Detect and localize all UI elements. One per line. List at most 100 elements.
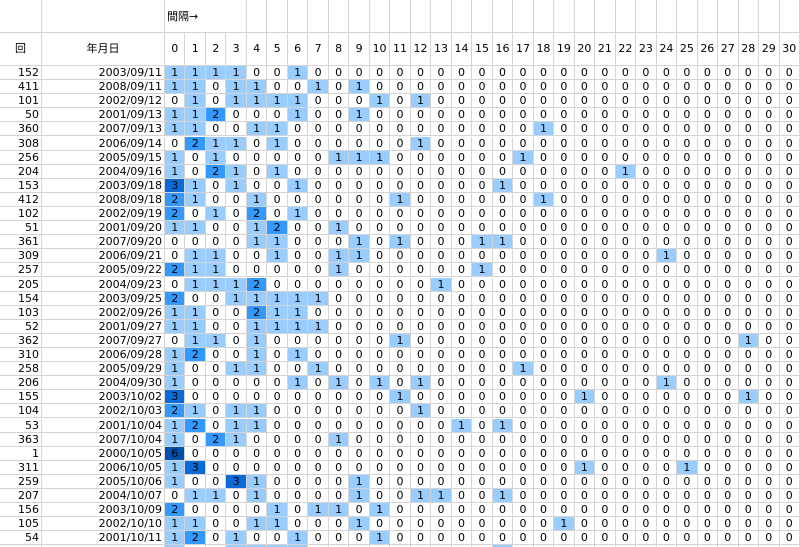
interval-count: 0 <box>492 263 514 278</box>
interval-count: 0 <box>369 207 391 222</box>
interval-count: 0 <box>185 474 206 489</box>
interval-count: 0 <box>636 164 657 179</box>
interval-count: 0 <box>595 446 616 461</box>
interval-count: 0 <box>267 446 288 461</box>
interval-count: 0 <box>513 333 534 348</box>
interval-count: 0 <box>533 404 555 419</box>
interval-count: 0 <box>492 94 514 109</box>
interval-count: 0 <box>677 192 698 207</box>
interval-count: 0 <box>369 305 391 320</box>
draw-date: 2007/09/27 <box>42 333 165 348</box>
interval-count: 0 <box>615 249 637 264</box>
interval-count: 0 <box>492 432 514 447</box>
interval-count: 0 <box>205 460 227 475</box>
header-cell <box>718 0 739 33</box>
interval-count: 0 <box>636 362 657 377</box>
interval-count: 0 <box>287 390 309 405</box>
interval-count: 0 <box>349 136 370 151</box>
interval-count: 0 <box>472 333 493 348</box>
interval-count: 1 <box>165 545 186 547</box>
interval-count: 0 <box>246 108 268 123</box>
interval-count: 2 <box>185 136 206 151</box>
interval-count: 0 <box>718 503 739 518</box>
interval-count: 0 <box>226 333 247 348</box>
interval-count: 1 <box>185 319 206 334</box>
interval-count: 0 <box>554 376 575 391</box>
interval-count: 0 <box>677 319 698 334</box>
draw-date: 2003/10/09 <box>42 503 165 518</box>
header-cell <box>472 0 493 33</box>
interval-header: 10 <box>369 33 391 66</box>
interval-count: 0 <box>349 207 370 222</box>
interval-header: 20 <box>574 33 596 66</box>
interval-count: 0 <box>636 333 657 348</box>
interval-count: 0 <box>636 489 657 504</box>
interval-count: 1 <box>267 164 288 179</box>
interval-count: 0 <box>472 446 493 461</box>
interval-count: 0 <box>738 348 760 363</box>
interval-count: 0 <box>636 531 657 546</box>
interval-count: 0 <box>165 489 186 504</box>
interval-count: 0 <box>492 531 514 546</box>
interval-count: 0 <box>472 319 493 334</box>
interval-count: 0 <box>554 221 575 236</box>
interval-count: 1 <box>287 545 309 547</box>
interval-count: 1 <box>165 474 186 489</box>
draw-date: 2005/09/15 <box>42 150 165 165</box>
draw-number: 310 <box>0 348 42 363</box>
interval-count: 0 <box>369 545 391 547</box>
interval-count: 0 <box>205 305 227 320</box>
interval-count: 0 <box>718 108 739 123</box>
interval-header: 24 <box>656 33 678 66</box>
interval-count: 0 <box>369 164 391 179</box>
interval-count: 0 <box>246 390 268 405</box>
interval-count: 0 <box>410 207 432 222</box>
interval-count: 1 <box>185 178 206 193</box>
interval-count: 1 <box>492 489 514 504</box>
interval-count: 0 <box>410 446 432 461</box>
interval-count: 0 <box>554 432 575 447</box>
interval-count: 0 <box>574 263 596 278</box>
interval-count: 0 <box>554 446 575 461</box>
interval-header: 8 <box>328 33 350 66</box>
interval-count: 0 <box>328 418 350 433</box>
interval-count: 1 <box>185 66 206 81</box>
interval-count: 0 <box>369 122 391 137</box>
interval-count: 0 <box>472 122 493 137</box>
interval-count: 1 <box>287 319 309 334</box>
interval-count: 0 <box>513 489 534 504</box>
interval-count: 0 <box>492 376 514 391</box>
draw-date: 2003/09/25 <box>42 291 165 306</box>
interval-count: 0 <box>472 192 493 207</box>
interval-count: 0 <box>554 80 575 95</box>
interval-count: 0 <box>492 460 514 475</box>
draw-number: 101 <box>0 94 42 109</box>
header-cell <box>595 0 616 33</box>
interval-count: 0 <box>267 80 288 95</box>
interval-count: 0 <box>328 94 350 109</box>
interval-count: 0 <box>656 178 678 193</box>
interval-count: 0 <box>308 545 329 547</box>
interval-count: 1 <box>574 390 596 405</box>
interval-count: 0 <box>636 66 657 81</box>
interval-count: 2 <box>246 305 268 320</box>
interval-count: 1 <box>410 404 432 419</box>
interval-count: 0 <box>595 362 616 377</box>
interval-count: 0 <box>759 503 780 518</box>
draw-date: 2004/09/23 <box>42 277 165 292</box>
interval-count: 1 <box>267 545 288 547</box>
interval-count: 0 <box>369 235 391 250</box>
interval-count: 0 <box>431 108 452 123</box>
interval-count: 1 <box>533 192 555 207</box>
interval-count: 0 <box>287 404 309 419</box>
interval-count: 0 <box>349 432 370 447</box>
interval-count: 0 <box>513 390 534 405</box>
interval-count: 1 <box>369 531 391 546</box>
interval-count: 0 <box>205 531 227 546</box>
interval-count: 0 <box>718 122 739 137</box>
interval-header: 2 <box>205 33 227 66</box>
interval-count: 0 <box>697 277 719 292</box>
interval-count: 0 <box>677 277 698 292</box>
interval-count: 0 <box>267 390 288 405</box>
interval-count: 0 <box>759 136 780 151</box>
